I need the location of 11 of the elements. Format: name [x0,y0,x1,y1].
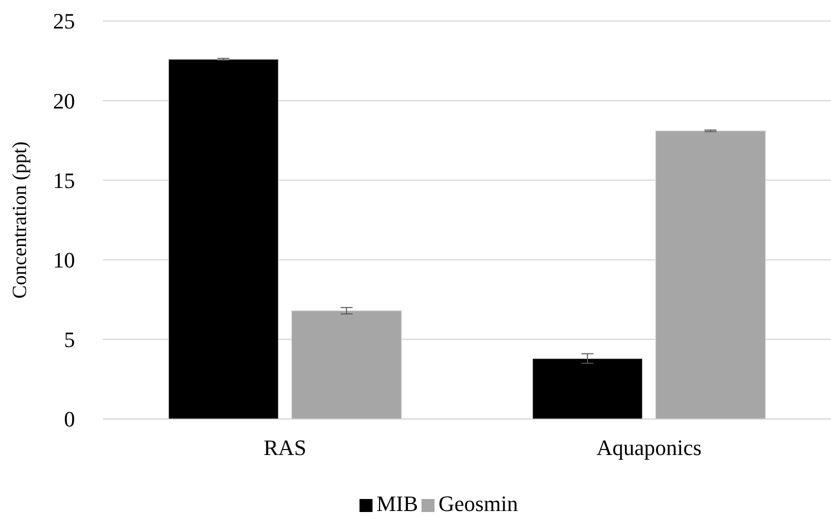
legend-label: Geosmin [438,491,518,516]
y-axis-title: Concentration (ppt) [9,141,31,299]
legend-label: MIB [376,491,418,516]
y-tick-label: 5 [64,327,75,352]
y-tick-label: 0 [64,406,75,432]
y-tick-label: 15 [53,168,75,193]
x-tick-label: RAS [264,435,306,460]
y-tick-label: 25 [53,8,75,34]
x-tick-label: Aquaponics [596,435,702,460]
y-tick-label: 20 [53,88,75,114]
y-tick-label: 10 [53,248,75,272]
